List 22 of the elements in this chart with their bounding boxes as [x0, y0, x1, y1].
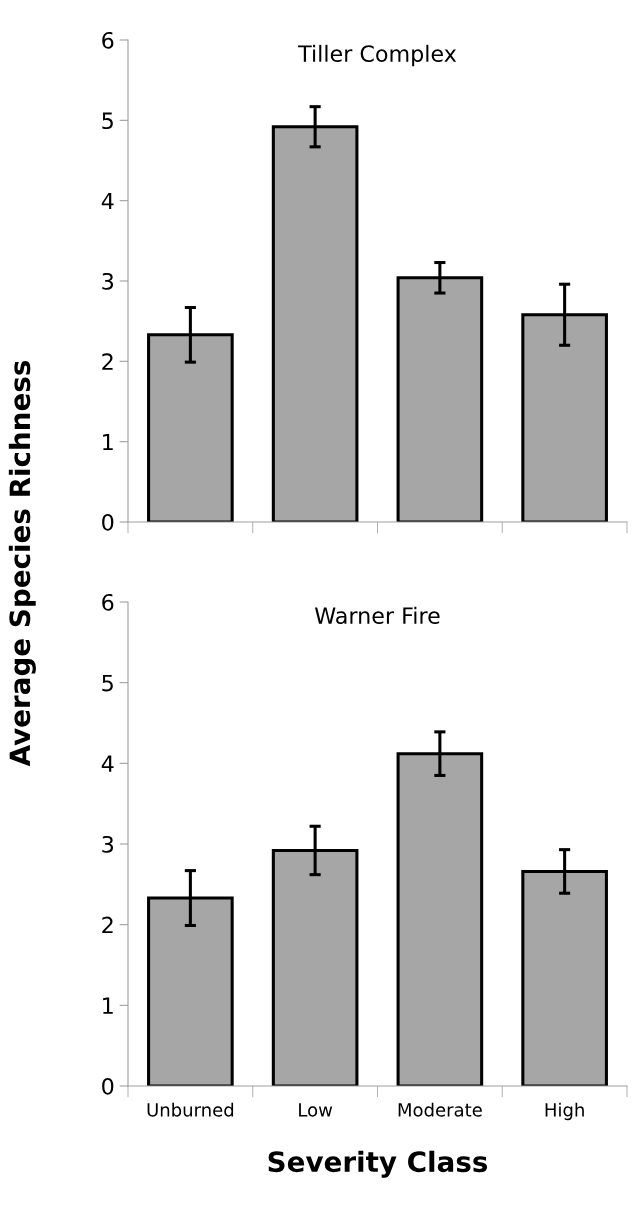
y-tick-label: 2	[102, 353, 113, 370]
y-tick-label: 2	[102, 916, 113, 934]
y-tick-label: 1	[103, 433, 113, 451]
y-tick-label: 4	[101, 192, 114, 210]
x-axis-title: Severity Class	[268, 1150, 488, 1178]
x-tick-label: Moderate	[398, 1102, 482, 1117]
chart-title: Warner Fire	[314, 606, 440, 625]
x-tick-label: High	[545, 1102, 584, 1121]
y-tick-label: 6	[102, 593, 114, 611]
chart-title: Tiller Complex	[298, 44, 457, 67]
y-tick-label: 5	[102, 112, 113, 130]
y-tick-label: 3	[102, 272, 114, 290]
y-axis-title: Average Species Richness	[8, 360, 36, 767]
y-tick-label: 0	[102, 513, 114, 531]
x-tick-label: Unburned	[147, 1102, 234, 1117]
x-tick-label: Low	[299, 1103, 333, 1117]
y-tick-label: 1	[103, 997, 113, 1014]
y-tick-label: 6	[102, 31, 114, 49]
y-tick-label: 3	[102, 835, 114, 853]
y-tick-label: 4	[101, 755, 114, 772]
y-tick-label: 0	[102, 1077, 114, 1095]
y-tick-label: 5	[102, 674, 113, 692]
